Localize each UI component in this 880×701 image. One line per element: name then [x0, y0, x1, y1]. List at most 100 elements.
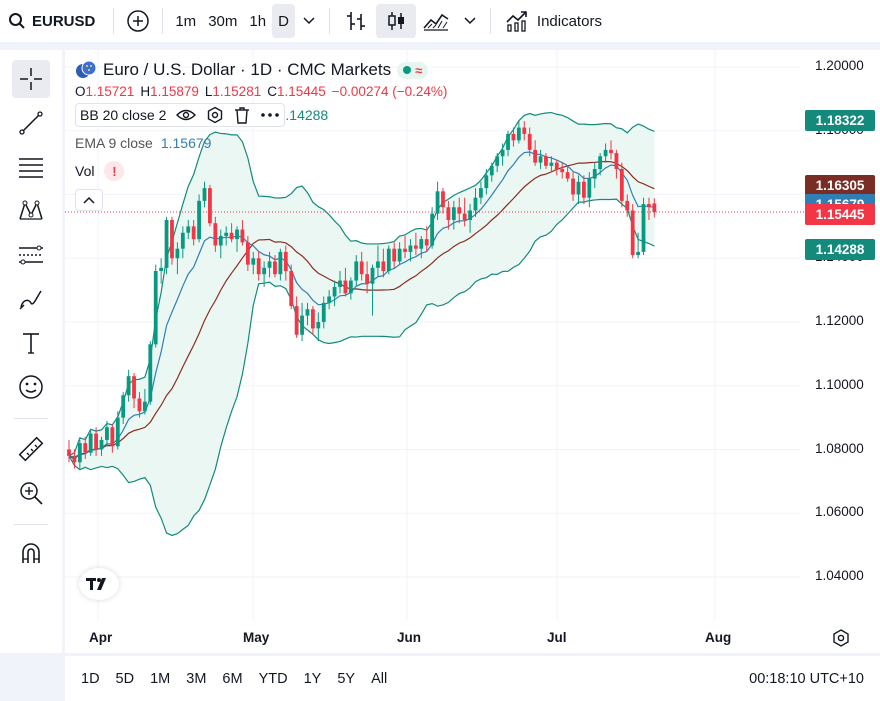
ruler-tool-button[interactable] — [12, 430, 50, 468]
range-1y-button[interactable]: 1Y — [303, 670, 322, 687]
interval-30m-button[interactable]: 30m — [208, 12, 238, 30]
chart-settings-button[interactable] — [831, 628, 851, 648]
settings-icon[interactable] — [206, 106, 224, 124]
candle-body — [630, 210, 635, 256]
trash-icon[interactable] — [234, 106, 250, 124]
candle-body — [300, 315, 304, 335]
candles-chart-type-button[interactable] — [375, 4, 416, 38]
range-all-button[interactable]: All — [371, 670, 388, 687]
candles-icon — [388, 12, 404, 30]
candle-body — [408, 245, 413, 252]
price-tick-label: 1.04000 — [815, 568, 864, 583]
bb-lower-line — [68, 198, 655, 537]
price-tick-label: 1.10000 — [815, 376, 864, 392]
candle-body — [256, 258, 261, 275]
trend-line-tool-button[interactable] — [12, 104, 50, 142]
candle-body — [94, 433, 98, 450]
pattern-tool-button[interactable] — [12, 192, 50, 230]
candle-body — [381, 261, 386, 271]
candle-body — [197, 200, 201, 240]
price-tick-label: 1.06000 — [815, 504, 864, 520]
price-tick-label: 1.12000 — [815, 313, 864, 328]
ema-indicator-row[interactable]: EMA 9 close 1.15679 — [75, 129, 447, 157]
candle-body — [164, 220, 169, 268]
bar-chart-type-button[interactable] — [336, 4, 376, 38]
candle-body — [343, 280, 348, 294]
collapse-legend-button[interactable] — [75, 189, 103, 211]
candle-body — [641, 204, 646, 252]
candle-body — [132, 376, 136, 399]
tradingview-logo-icon — [86, 578, 106, 590]
magnet-tool-button[interactable] — [12, 534, 50, 572]
more-icon[interactable] — [260, 112, 280, 118]
candle-body — [170, 220, 174, 259]
search-icon — [9, 13, 25, 29]
close-value: C1.15445 — [267, 84, 326, 99]
candle-body — [370, 267, 375, 284]
price-tag: 1.16305 — [805, 174, 875, 196]
range-5d-button[interactable]: 5D — [115, 670, 135, 687]
symbol-search-button[interactable]: EURUSD — [0, 4, 107, 38]
interval-1m-button[interactable]: 1m — [175, 12, 197, 30]
candle-body — [332, 286, 337, 297]
candle-body — [240, 229, 245, 243]
range-6m-button[interactable]: 6M — [222, 670, 243, 687]
candle-body — [327, 296, 332, 303]
interval-dropdown-button[interactable] — [295, 4, 323, 38]
text-tool-button[interactable] — [12, 324, 50, 362]
emoji-tool-button[interactable] — [12, 368, 50, 406]
candle-body — [495, 156, 500, 166]
chart-canvas[interactable] — [65, 50, 880, 653]
market-status-pill[interactable]: ≈ — [397, 61, 429, 79]
range-5y-button[interactable]: 5Y — [337, 670, 356, 687]
candle-body — [99, 439, 104, 450]
high-value: H1.15879 — [140, 84, 199, 99]
fib-tool-button[interactable] — [12, 236, 50, 274]
candle-body — [67, 449, 71, 456]
brush-tool-button[interactable] — [12, 280, 50, 318]
crosshair-tool-button[interactable] — [12, 60, 50, 98]
candle-body — [479, 188, 483, 198]
price-tick-label: 1.20000 — [815, 58, 864, 73]
zoom-in-tool-button[interactable] — [12, 474, 50, 512]
vol-warning-icon[interactable]: ! — [104, 161, 125, 181]
candle-body — [180, 232, 185, 249]
change-value: −0.00274 (−0.24%) — [331, 84, 448, 99]
compare-symbol-button[interactable] — [120, 4, 156, 38]
candle-body — [202, 188, 207, 201]
timezone-clock[interactable]: 00:18:10 UTC+10 — [749, 670, 864, 687]
indicators-button[interactable]: Indicators — [497, 4, 610, 38]
candle-body — [338, 280, 342, 287]
candle-body — [451, 207, 456, 220]
indicators-label: Indicators — [536, 12, 602, 30]
bb-indicator-row[interactable]: BB 20 close 2 .14288 — [75, 101, 447, 129]
range-1m-button[interactable]: 1M — [150, 670, 171, 687]
candle-body — [121, 395, 126, 418]
candle-body — [235, 229, 239, 240]
tradingview-logo[interactable] — [79, 568, 119, 600]
divider — [113, 8, 115, 34]
eye-icon[interactable] — [176, 108, 197, 122]
candle-body — [625, 200, 630, 211]
interval-d-button[interactable]: D — [272, 4, 295, 38]
horizontal-lines-tool-button[interactable] — [12, 148, 50, 186]
candle-body — [473, 197, 478, 211]
candle-body — [245, 242, 250, 265]
area-chart-type-button[interactable] — [416, 4, 456, 38]
range-ytd-button[interactable]: YTD — [258, 670, 288, 687]
crosshair-icon — [20, 68, 42, 90]
candle-body — [278, 251, 283, 275]
range-1d-button[interactable]: 1D — [81, 670, 100, 687]
indicators-icon — [506, 11, 527, 32]
range-3m-button[interactable]: 3M — [186, 670, 207, 687]
candle-body — [565, 172, 570, 179]
interval-1h-button[interactable]: 1h — [249, 12, 267, 30]
candle-body — [522, 127, 527, 134]
vol-indicator-row[interactable]: Vol ! — [75, 157, 447, 185]
chart-pane[interactable]: Euro / U.S. Dollar · 1D · CMC Markets ≈ … — [65, 50, 880, 653]
candle-body — [647, 204, 651, 208]
chart-type-dropdown-button[interactable] — [456, 4, 484, 38]
candle-body — [305, 309, 310, 316]
chevron-up-icon — [83, 196, 95, 204]
candle-body — [554, 162, 559, 169]
